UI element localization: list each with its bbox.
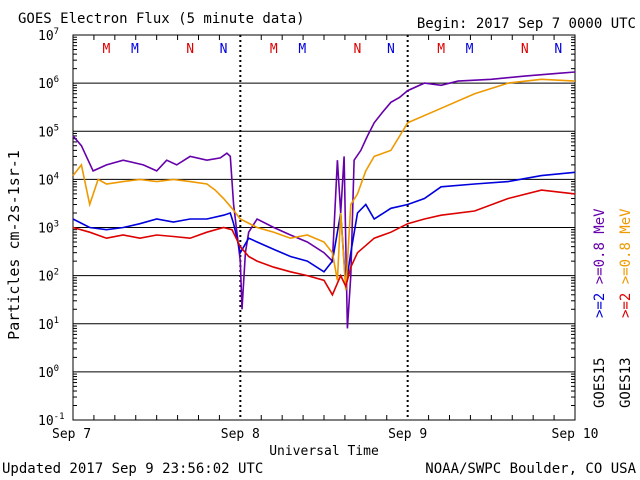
legend-entry-text: >=0.8 MeV <box>618 208 634 293</box>
x-tick-label: Sep 10 <box>552 427 599 442</box>
x-tick-label: Sep 9 <box>388 427 427 442</box>
legend: GOES15 GOES13>=2 >=0.8 MeV>=2 >=0.8 MeV <box>592 208 634 408</box>
marker-label: M <box>437 42 445 57</box>
y-tick-label: 101 <box>38 316 59 333</box>
gridlines <box>73 35 575 420</box>
legend-satellite: GOES13 <box>618 357 634 408</box>
marker-label: N <box>186 42 194 57</box>
marker-label: M <box>131 42 139 57</box>
marker-label: M <box>103 42 111 57</box>
y-tick-label: 106 <box>38 75 59 92</box>
credit: NOAA/SWPC Boulder, CO USA <box>425 461 636 477</box>
marker-label: M <box>298 42 306 57</box>
y-axis: 10-1 100 101 102 103 104 105 106 107 <box>38 27 575 429</box>
begin-time: Begin: 2017 Sep 7 0000 UTC <box>417 16 636 32</box>
series-line <box>72 189 576 297</box>
y-axis-label: Particles cm-2s-1sr-1 <box>5 150 23 340</box>
y-tick-label: 104 <box>38 171 59 188</box>
y-tick-label: 10-1 <box>38 412 65 429</box>
y-tick-label: 107 <box>38 27 59 44</box>
marker-label: M <box>466 42 474 57</box>
legend-entry: >=2 >=0.8 MeV <box>618 208 634 318</box>
legend-satellite: GOES15 <box>592 357 608 408</box>
x-tick-label: Sep 7 <box>52 427 91 442</box>
marker-label: N <box>354 42 362 57</box>
marker-label: M <box>270 42 278 57</box>
marker-label: N <box>554 42 562 57</box>
chart-title: GOES Electron Flux (5 minute data) <box>18 11 305 27</box>
marker-label: N <box>387 42 395 57</box>
legend-entry-text: >=2 <box>592 293 608 318</box>
marker-label: N <box>521 42 529 57</box>
y-tick-label: 102 <box>38 268 59 285</box>
legend-entry-text: >=2 <box>618 293 634 318</box>
updated-time: Updated 2017 Sep 9 23:56:02 UTC <box>2 461 263 477</box>
series-line <box>72 78 576 291</box>
y-tick-label: 100 <box>38 364 59 381</box>
x-axis-label: Universal Time <box>269 444 379 459</box>
legend-entry: >=2 >=0.8 MeV <box>592 208 608 318</box>
x-axis: Sep 7 Sep 8 Sep 9 Sep 10 <box>52 35 598 442</box>
y-tick-label: 105 <box>38 123 59 140</box>
series-lines <box>72 71 576 329</box>
legend-entry-text: >=0.8 MeV <box>592 208 608 293</box>
y-tick-label: 103 <box>38 220 59 237</box>
x-tick-label: Sep 8 <box>221 427 260 442</box>
series-line <box>72 171 576 287</box>
series-line <box>72 71 576 329</box>
marker-label: N <box>220 42 228 57</box>
y-axis-label-text: Particles cm-2s-1sr-1 <box>5 150 23 340</box>
